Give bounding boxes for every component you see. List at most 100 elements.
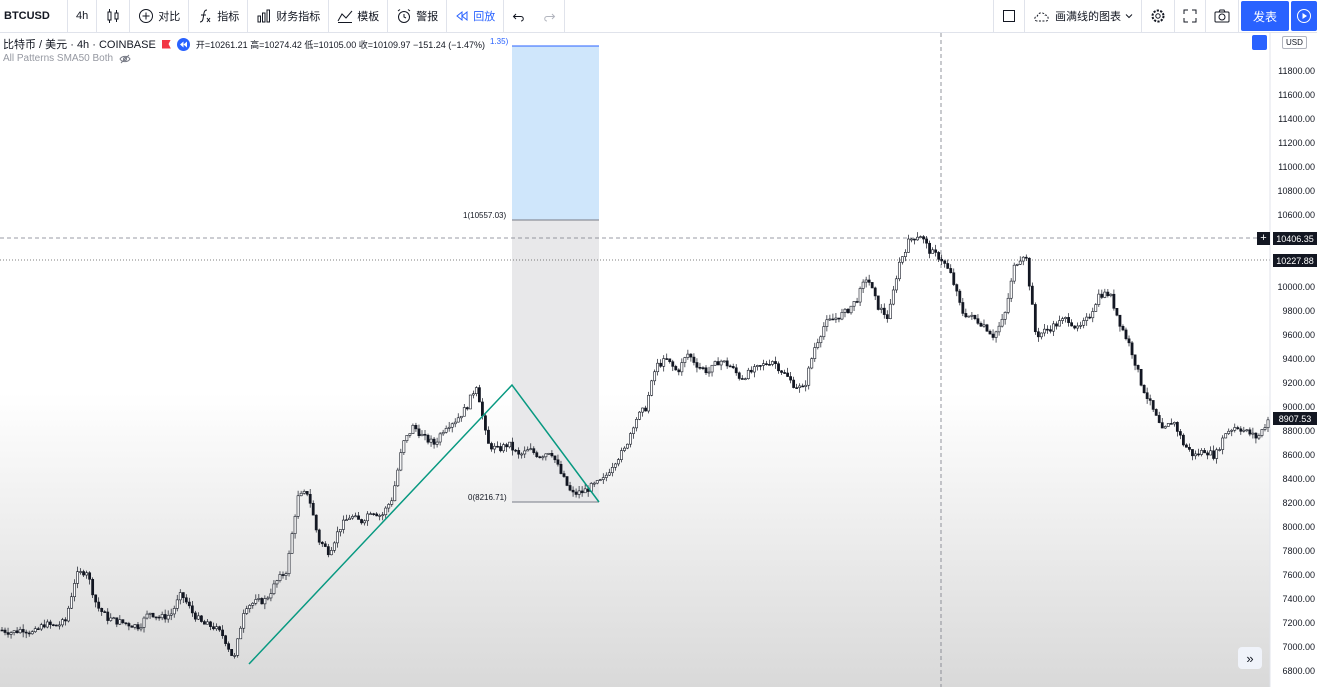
compare-button[interactable]: 对比 [130,0,190,33]
indicator-legend[interactable]: All Patterns SMA50 Both [3,53,131,64]
redo-button[interactable] [534,0,566,33]
candle-body [568,485,572,491]
candle-body [175,599,179,609]
candle-body [42,624,46,628]
candle-body [762,363,765,366]
publish-button[interactable]: 发表 [1240,1,1289,31]
auto-scale-button[interactable] [1252,35,1267,50]
candle-body [1006,297,1010,313]
candle-body [967,315,971,318]
replay-button[interactable]: 回放 [447,0,505,33]
candle-body [6,632,10,635]
interval-button[interactable]: 4h [68,0,98,33]
candle-body [468,394,472,410]
candle-body [39,624,43,630]
undo-button[interactable] [504,0,534,33]
candle-body [580,490,584,494]
candle-body [354,515,357,518]
candle-body [613,463,617,468]
candle-body [701,367,705,369]
candle-body [381,514,385,517]
chart-type-button[interactable] [97,0,131,33]
candle-body [798,385,802,388]
settings-button[interactable] [1142,0,1175,33]
candle-body [792,379,796,388]
candle-body [752,366,756,373]
candle-body [193,612,197,620]
candle-body [861,281,865,289]
price-chart[interactable] [0,33,1317,687]
candle-body [616,459,620,465]
candle-body [1061,318,1064,321]
candle-body [187,601,191,607]
candle-body [399,452,403,471]
current-price-tag: 8907.53 [1273,412,1317,425]
price-tick-label: 7400.00 [1282,594,1315,604]
candle-body [1094,304,1098,312]
crosshair-plus-icon[interactable]: + [1257,232,1270,245]
candle-body [339,529,342,533]
eye-hidden-icon[interactable] [119,54,131,64]
candle-body [245,608,249,614]
candle-body [1121,326,1125,331]
candles-icon [107,9,119,23]
layout-name-button[interactable]: 画满线的图表 [1025,0,1142,33]
candle-body [520,453,524,456]
alarm-clock-icon [397,9,411,23]
candle-body [1052,323,1055,332]
select-layout-button[interactable] [992,0,1025,33]
candle-body [139,627,143,630]
indicators-button[interactable]: 指标 [189,0,249,33]
candle-body [493,445,496,450]
candle-body [928,242,931,254]
templates-button[interactable]: 模板 [329,0,389,33]
candle-body [329,550,333,556]
rewind-icon[interactable] [176,37,190,51]
candle-body [586,488,590,492]
candle-body [281,574,285,576]
price-tick-label: 11000.00 [1278,162,1315,172]
candle-body [308,493,312,504]
financials-label: 财务指标 [276,11,321,23]
candle-body [1064,317,1067,319]
candle-body [70,596,73,609]
candle-body [239,627,243,640]
fib-zone-lower [512,220,599,502]
symbol-label: BTCUSD [4,10,50,22]
candle-body [677,369,681,373]
candle-body [771,361,774,365]
candle-body [332,542,336,551]
candle-body [592,482,596,485]
candle-body [946,263,950,269]
redo-icon [544,13,556,22]
candle-body [441,431,445,435]
scroll-to-realtime-button[interactable]: » [1238,647,1262,669]
candle-body [1067,317,1070,323]
candle-body [79,571,82,573]
snapshot-button[interactable] [1206,0,1239,33]
candle-body [707,371,711,374]
candle-body [1148,398,1152,401]
candle-body [408,433,412,436]
candle-body [21,629,25,633]
financials-button[interactable]: 财务指标 [248,0,330,33]
candle-body [212,626,215,630]
alert-button[interactable]: 警报 [388,0,448,33]
candle-body [1000,318,1004,327]
fullscreen-button[interactable] [1175,0,1206,33]
pattern-line[interactable] [248,383,600,665]
candle-body [82,571,85,576]
candle-body [435,441,439,445]
candle-body [103,611,107,613]
candle-body [1233,427,1237,431]
symbol-legend[interactable]: 比特币 / 美元 · 4h · COINBASE 开=10261.21 高=10… [3,36,485,52]
candle-body [384,507,388,516]
candle-body [221,629,224,637]
candle-body [369,513,373,515]
candle-body [106,611,110,621]
currency-badge[interactable]: USD [1282,36,1307,49]
candle-body [390,500,394,505]
symbol-search-button[interactable]: BTCUSD [0,0,68,33]
play-button[interactable] [1291,1,1317,31]
candle-body [683,357,687,363]
